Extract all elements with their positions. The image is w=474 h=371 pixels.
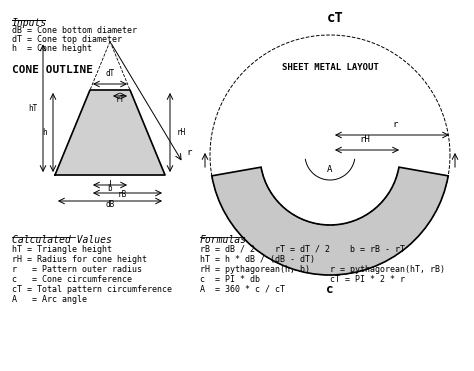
Text: cT: cT: [327, 11, 343, 25]
Text: c   = Cone circumference: c = Cone circumference: [12, 275, 132, 284]
Text: h  = Cone height: h = Cone height: [12, 44, 92, 53]
Text: Calculated Values: Calculated Values: [12, 235, 112, 245]
Text: rH: rH: [360, 135, 370, 144]
Text: rB: rB: [118, 190, 127, 199]
Text: hT: hT: [28, 104, 37, 113]
Text: dT = Cone top diameter: dT = Cone top diameter: [12, 35, 122, 44]
Polygon shape: [55, 90, 165, 175]
Text: rH: rH: [177, 128, 186, 137]
Text: CONE OUTLINE: CONE OUTLINE: [12, 65, 93, 75]
Text: c  = PI * db              cT = PI * 2 * r: c = PI * db cT = PI * 2 * r: [200, 275, 405, 284]
Text: Inputs: Inputs: [12, 18, 47, 28]
Text: r: r: [392, 120, 398, 129]
Text: A  = 360 * c / cT: A = 360 * c / cT: [200, 285, 285, 294]
Text: dB: dB: [105, 200, 115, 209]
Text: A: A: [328, 165, 333, 174]
Text: rH = Radius for cone height: rH = Radius for cone height: [12, 255, 147, 264]
Text: SHEET METAL LAYOUT: SHEET METAL LAYOUT: [282, 63, 378, 72]
Text: dT: dT: [105, 69, 115, 78]
Text: dB = Cone bottom diameter: dB = Cone bottom diameter: [12, 26, 137, 35]
Text: A   = Arc angle: A = Arc angle: [12, 295, 87, 304]
Text: b: b: [108, 184, 112, 193]
Wedge shape: [212, 167, 448, 275]
Text: rT: rT: [115, 95, 125, 104]
Text: rB = dB / 2    rT = dT / 2    b = rB - rT: rB = dB / 2 rT = dT / 2 b = rB - rT: [200, 245, 405, 254]
Text: hT = h * dB / (dB - dT): hT = h * dB / (dB - dT): [200, 255, 315, 264]
Text: c: c: [326, 283, 334, 296]
Text: hT = Triangle height: hT = Triangle height: [12, 245, 112, 254]
Text: r: r: [186, 148, 191, 157]
Text: h: h: [43, 128, 47, 137]
Text: rH = pythagorean(h, b)    r = pythagorean(hT, rB): rH = pythagorean(h, b) r = pythagorean(h…: [200, 265, 445, 274]
Text: r   = Pattern outer radius: r = Pattern outer radius: [12, 265, 142, 274]
Text: Formulas: Formulas: [200, 235, 247, 245]
Text: cT = Total pattern circumference: cT = Total pattern circumference: [12, 285, 172, 294]
